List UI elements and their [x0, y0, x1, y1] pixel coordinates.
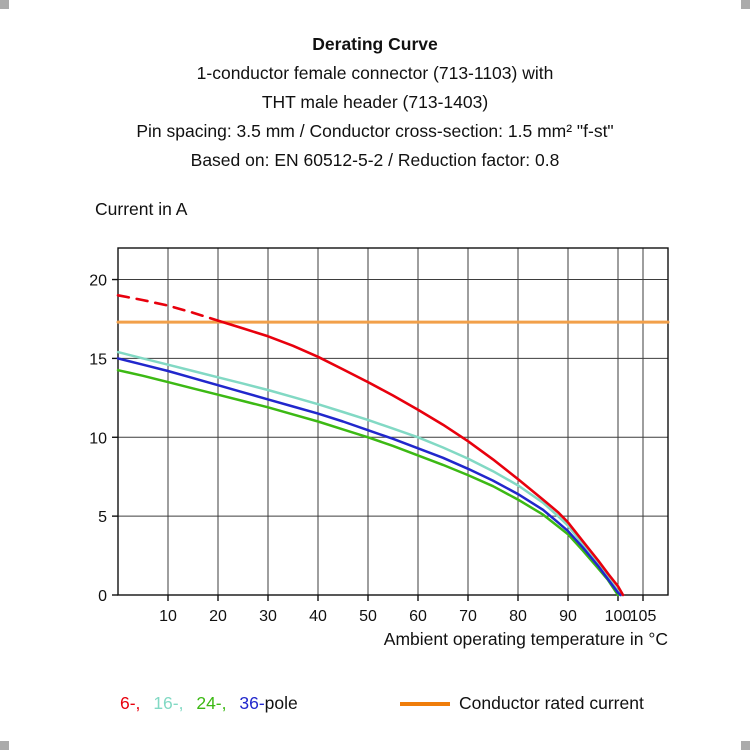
- svg-text:15: 15: [89, 351, 107, 368]
- svg-text:0: 0: [98, 588, 107, 605]
- legend-pole-suffix: pole: [264, 693, 298, 713]
- svg-text:80: 80: [509, 608, 527, 625]
- svg-text:70: 70: [459, 608, 477, 625]
- svg-text:90: 90: [559, 608, 577, 625]
- chart-title: Derating Curve: [312, 34, 438, 54]
- svg-text:100: 100: [605, 608, 632, 625]
- corner-mark: [741, 741, 750, 750]
- pole-legend: 6-, 16-, 24-, 36-pole: [120, 693, 298, 714]
- rated-current-line-swatch: [400, 701, 450, 706]
- svg-text:10: 10: [89, 430, 107, 447]
- svg-text:50: 50: [359, 608, 377, 625]
- legend-36-pole: 36-: [239, 693, 265, 713]
- chart-subtitle-line-2: THT male header (713-1403): [261, 92, 489, 112]
- svg-text:40: 40: [309, 608, 327, 625]
- chart-header: Derating Curve 1-conductor female connec…: [0, 30, 750, 175]
- legend-24-pole: 24-,: [196, 693, 227, 713]
- svg-text:60: 60: [409, 608, 427, 625]
- rated-current-legend: Conductor rated current: [400, 693, 644, 714]
- legend-16-pole: 16-,: [153, 693, 184, 713]
- corner-mark: [0, 0, 9, 9]
- chart-subtitle-line-1: 1-conductor female connector (713-1103) …: [196, 63, 554, 83]
- svg-text:20: 20: [89, 273, 107, 290]
- svg-text:20: 20: [209, 608, 227, 625]
- chart-subtitle-line-3: Pin spacing: 3.5 mm / Conductor cross-se…: [136, 121, 614, 141]
- svg-text:5: 5: [98, 509, 107, 526]
- y-axis-title: Current in A: [95, 199, 188, 219]
- rated-current-label: Conductor rated current: [459, 693, 644, 713]
- legend-6-pole: 6-,: [120, 693, 141, 713]
- svg-text:30: 30: [259, 608, 277, 625]
- svg-text:10: 10: [159, 608, 177, 625]
- x-axis-title: Ambient operating temperature in °C: [383, 629, 668, 649]
- svg-text:105: 105: [630, 608, 657, 625]
- corner-mark: [741, 0, 750, 9]
- corner-mark: [0, 741, 9, 750]
- chart-subtitle-line-4: Based on: EN 60512-5-2 / Reduction facto…: [190, 150, 560, 170]
